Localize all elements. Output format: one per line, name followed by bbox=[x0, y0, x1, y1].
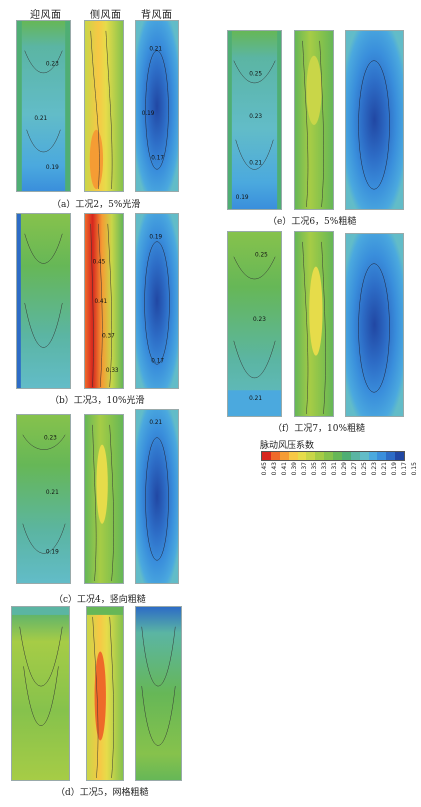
caption-a: （a）工况2，5%光滑 bbox=[52, 200, 141, 210]
contour-label: 0.23 bbox=[44, 436, 57, 442]
contour-label: 0.23 bbox=[249, 114, 262, 120]
legend-swatch bbox=[324, 452, 333, 460]
legend-swatch bbox=[386, 452, 396, 460]
legend-swatch bbox=[377, 452, 387, 460]
legend-tick-label: 0.37 bbox=[301, 462, 308, 476]
legend-tick-label: 0.33 bbox=[321, 462, 328, 476]
legend-tick-label: 0.41 bbox=[281, 462, 288, 476]
legend-swatch bbox=[341, 452, 351, 460]
legend-tick-label: 0.19 bbox=[391, 462, 398, 476]
contour-b-leeward: 0.19 0.17 bbox=[135, 213, 179, 389]
legend-swatch bbox=[288, 452, 298, 460]
contour-label: 0.25 bbox=[255, 253, 268, 259]
legend-tick-label: 0.39 bbox=[291, 462, 298, 476]
contour-label: 0.21 bbox=[149, 47, 162, 53]
contour-label: 0.25 bbox=[249, 71, 262, 77]
legend-tick-label: 0.23 bbox=[371, 462, 378, 476]
legend-tick-label: 0.15 bbox=[411, 462, 418, 476]
contour-label: 0.19 bbox=[236, 195, 249, 201]
caption-e: （e）工况6，5%粗糙 bbox=[268, 217, 357, 227]
legend-tick-label: 0.45 bbox=[261, 462, 268, 476]
contour-e-windward: 0.25 0.23 0.21 0.19 bbox=[227, 30, 282, 210]
legend-title: 脉动风压系数 bbox=[260, 441, 315, 451]
contour-label: 0.19 bbox=[46, 165, 59, 171]
contour-label: 0.23 bbox=[46, 61, 59, 67]
contour-c-side bbox=[84, 414, 124, 584]
legend-ticks: 0.45 0.43 0.41 0.39 0.37 0.35 0.33 0.31 0.29 0.27… bbox=[261, 462, 421, 475]
contour-label: 0.21 bbox=[249, 396, 262, 402]
contour-label: 0.41 bbox=[95, 299, 108, 305]
caption-c: （c）工况4，竖向粗糙 bbox=[54, 595, 146, 605]
column-header-leeward: 背风面 bbox=[141, 10, 173, 21]
legend-swatch bbox=[333, 452, 342, 460]
contour-f-windward: 0.25 0.23 0.21 bbox=[227, 231, 282, 417]
contour-label: 0.37 bbox=[102, 334, 115, 340]
contour-label: 0.19 bbox=[142, 111, 155, 117]
legend-swatch bbox=[270, 452, 280, 460]
contour-label: 0.21 bbox=[34, 116, 47, 122]
contour-label: 0.17 bbox=[151, 358, 164, 364]
contour-label: 0.19 bbox=[149, 235, 162, 241]
contour-e-side bbox=[294, 30, 334, 210]
legend-swatch bbox=[350, 452, 360, 460]
legend-tick-label: 0.17 bbox=[401, 462, 408, 476]
contour-label: 0.19 bbox=[46, 549, 59, 555]
legend-tick-label: 0.35 bbox=[311, 462, 318, 476]
legend-swatch bbox=[306, 452, 316, 460]
caption-b: （b）工况3，10%光滑 bbox=[50, 396, 145, 406]
contour-label: 0.45 bbox=[93, 259, 106, 265]
contour-c-leeward: 0.21 bbox=[135, 409, 179, 584]
contour-a-side bbox=[84, 20, 124, 192]
contour-d-windward bbox=[11, 606, 70, 781]
contour-d-side bbox=[86, 606, 124, 781]
contour-a-windward: 0.23 0.21 0.19 bbox=[16, 20, 71, 192]
legend-swatch bbox=[279, 452, 289, 460]
caption-f: （f）工况7，10%粗糙 bbox=[273, 424, 366, 434]
contour-b-side: 0.45 0.41 0.37 0.33 bbox=[84, 213, 124, 389]
contour-label: 0.21 bbox=[46, 490, 59, 496]
legend-colorbar bbox=[261, 451, 405, 461]
contour-label: 0.23 bbox=[253, 317, 266, 323]
contour-label: 0.17 bbox=[151, 155, 164, 161]
legend-tick-label: 0.21 bbox=[381, 462, 388, 476]
contour-c-windward: 0.23 0.21 0.19 bbox=[16, 414, 71, 584]
legend-tick-label: 0.29 bbox=[341, 462, 348, 476]
contour-a-leeward: 0.21 0.19 0.17 bbox=[135, 20, 179, 192]
legend-tick-label: 0.25 bbox=[361, 462, 368, 476]
legend-swatch bbox=[359, 452, 369, 460]
legend-swatch bbox=[262, 452, 271, 460]
legend-swatch bbox=[395, 452, 404, 460]
legend-swatch bbox=[368, 452, 378, 460]
contour-label: 0.33 bbox=[106, 368, 119, 374]
column-header-windward: 迎风面 bbox=[30, 10, 62, 21]
contour-e-leeward bbox=[345, 30, 404, 210]
contour-b-windward bbox=[16, 213, 71, 389]
legend-swatch bbox=[297, 452, 307, 460]
contour-f-side bbox=[294, 231, 334, 417]
legend-tick-label: 0.31 bbox=[331, 462, 338, 476]
contour-f-leeward bbox=[345, 233, 404, 417]
caption-d: （d）工况5，网格粗糙 bbox=[56, 788, 149, 798]
contour-d-leeward bbox=[135, 606, 182, 781]
legend-tick-label: 0.27 bbox=[351, 462, 358, 476]
legend-tick-label: 0.43 bbox=[271, 462, 278, 476]
contour-label: 0.21 bbox=[149, 420, 162, 426]
legend-swatch bbox=[315, 452, 325, 460]
column-header-side: 侧风面 bbox=[90, 10, 122, 21]
contour-label: 0.21 bbox=[249, 160, 262, 166]
